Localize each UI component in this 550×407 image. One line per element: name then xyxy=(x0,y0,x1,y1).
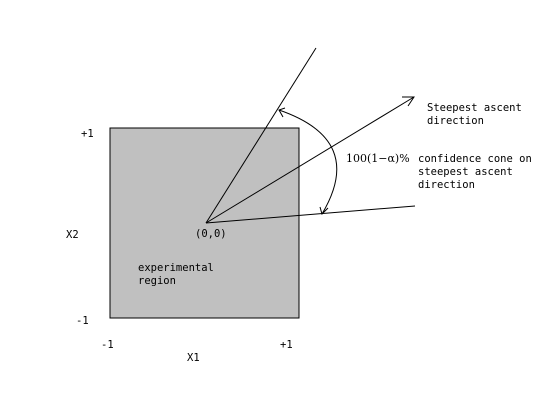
steepest-ascent-arrow-line xyxy=(205,96,415,224)
cone-label-line1: confidence cone on xyxy=(418,153,532,165)
cone-angle-arc-upper-arrow-head xyxy=(278,107,286,118)
steepest-ascent-arrow-head xyxy=(402,96,415,107)
region-label-line2: region xyxy=(138,275,176,287)
y-min-tick-label: -1 xyxy=(76,315,89,327)
cone-label-line3: direction xyxy=(418,179,475,191)
origin-label: (0,0) xyxy=(195,228,227,240)
y-max-tick-label: +1 xyxy=(81,128,94,140)
cone-angle-label: 100(1−α)% xyxy=(346,152,410,165)
y-axis-label: X2 xyxy=(66,229,79,241)
experimental-region xyxy=(109,127,300,319)
cone-label-line2: steepest ascent xyxy=(418,166,513,178)
steepest-ascent-label-line1: Steepest ascent xyxy=(427,102,522,114)
x-axis-label: X1 xyxy=(187,352,200,364)
cone-angle-arc-lower-arrow-head xyxy=(319,206,329,215)
cone-boundary-upper-line xyxy=(205,47,317,224)
x-max-tick-label: +1 xyxy=(280,339,293,351)
x-min-tick-label: -1 xyxy=(101,339,114,351)
cone-angle-arc xyxy=(278,109,338,215)
cone-boundary-lower-line xyxy=(205,205,416,224)
steepest-ascent-label-line2: direction xyxy=(427,115,484,127)
region-label-line1: experimental xyxy=(138,262,214,274)
